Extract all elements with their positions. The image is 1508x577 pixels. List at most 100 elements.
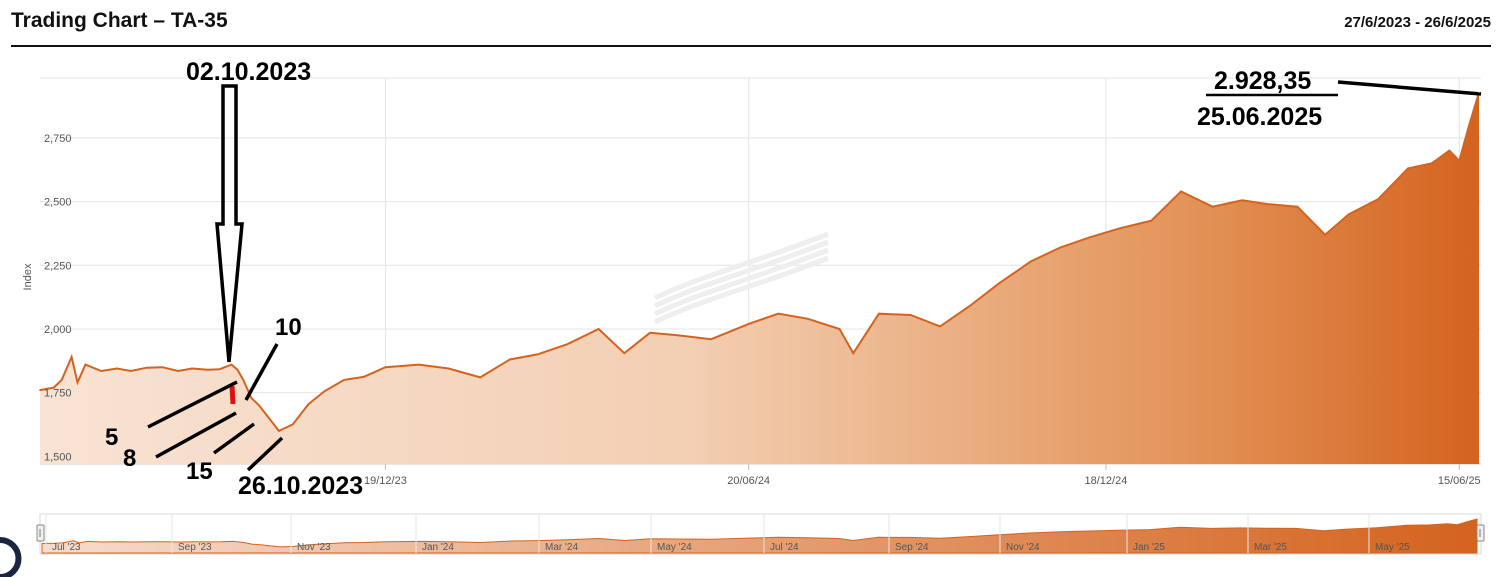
header-rule [11,45,1491,47]
annotation-5: 5 [105,424,118,451]
annotation-date-end: 26.10.2023 [238,472,363,500]
data-point [1347,213,1350,216]
data-point [710,338,712,341]
data-point [207,368,209,371]
data-point [1407,167,1409,170]
data-point [384,366,387,369]
watermark-logo [653,231,829,325]
watermark-stroke [653,247,829,317]
data-point [1267,203,1269,205]
pointer-line-5 [147,380,238,429]
data-point [218,368,221,371]
data-point [1241,199,1243,202]
x-tick-label: 18/12/24 [1085,475,1128,487]
data-point [230,363,233,366]
data-point [1211,205,1214,208]
data-point [145,366,148,369]
data-point [909,314,912,316]
data-point [509,358,511,361]
navigator-label: Mar '25 [1254,542,1287,553]
annotation-10: 10 [275,314,302,341]
data-point [676,334,679,337]
pointer-line-8 [155,411,237,459]
navigator-label: May '24 [657,542,692,553]
navigator-label: Jan '24 [422,542,454,553]
y-tick-label: 1,500 [44,451,72,463]
data-point [1430,162,1433,165]
data-point [1448,149,1451,152]
corner-logo-icon [0,537,22,577]
navigator-label: Jan '25 [1133,542,1165,553]
data-point [878,312,880,315]
data-point [566,343,568,346]
data-point [968,305,971,307]
data-point [39,389,41,391]
data-point [418,363,420,366]
data-point [266,414,268,417]
data-point [76,381,79,384]
chart-title: Trading Chart – TA-35 [11,9,228,32]
data-point [100,370,102,372]
y-tick-label: 2,000 [44,324,72,336]
data-point [1119,227,1121,230]
y-tick-label: 2,500 [44,197,72,209]
annotation-last-date: 25.06.2025 [1197,103,1322,131]
watermark-stroke [653,239,829,309]
data-point [1296,205,1299,208]
navigator-label: Nov '23 [297,542,331,553]
y-tick-label: 1,750 [44,388,72,400]
series-line [39,92,1480,433]
annotation-8: 8 [123,445,136,472]
navigator-labels: Jul '23 Sep '23 Nov '23 Jan '24 Mar '24 May '… [45,515,1410,553]
navigator-label: Jul '23 [52,542,81,553]
x-tick-label: 15/06/25 [1438,475,1481,487]
data-point [1324,233,1326,236]
data-point [1377,198,1380,200]
watermark-stroke [653,255,829,325]
data-point [177,370,179,372]
down-arrow-annotation [215,84,244,363]
annotation-15: 15 [186,458,213,485]
data-point [84,363,87,366]
data-point [777,312,780,315]
data-point [1478,91,1480,94]
data-point [53,386,55,389]
range-navigator[interactable]: Jul '23 Sep '23 Nov '23 Jan '24 Mar '24 May '… [36,513,1485,555]
navigator-label: Jul '24 [770,542,799,553]
data-point [362,376,365,378]
data-point [649,332,651,334]
x-tick-label: 20/06/24 [727,475,770,487]
data-point [838,328,841,330]
data-point [60,379,63,381]
data-point [116,367,118,370]
data-point [1150,219,1153,222]
pointer-line-15 [212,422,256,455]
data-point [623,352,626,355]
data-point [258,404,260,407]
data-point [236,368,239,371]
data-point [1468,124,1470,126]
watermark-stroke [653,231,829,301]
data-point [479,376,482,379]
data-point [250,397,252,399]
navigator-label: Nov '24 [1006,542,1040,553]
data-points [39,91,1480,432]
data-point [597,328,600,330]
navigator-label: Mar '24 [545,542,578,553]
data-point [291,423,294,426]
x-tick-label: 19/12/23 [364,475,407,487]
data-point [242,379,245,381]
data-point [70,356,73,358]
data-point [191,367,193,370]
data-point [323,390,326,393]
data-point [447,367,450,370]
annotations: 02.10.2023 10 5 8 15 26.10.2023 2.928,35… [105,58,1482,500]
annotation-last-value: 2.928,35 [1214,67,1311,95]
navigator-label: Sep '23 [178,542,212,553]
data-point [130,370,132,372]
y-tick-label: 2,750 [44,133,72,145]
data-point [307,403,310,405]
red-marker [229,385,236,405]
data-point [807,318,809,320]
